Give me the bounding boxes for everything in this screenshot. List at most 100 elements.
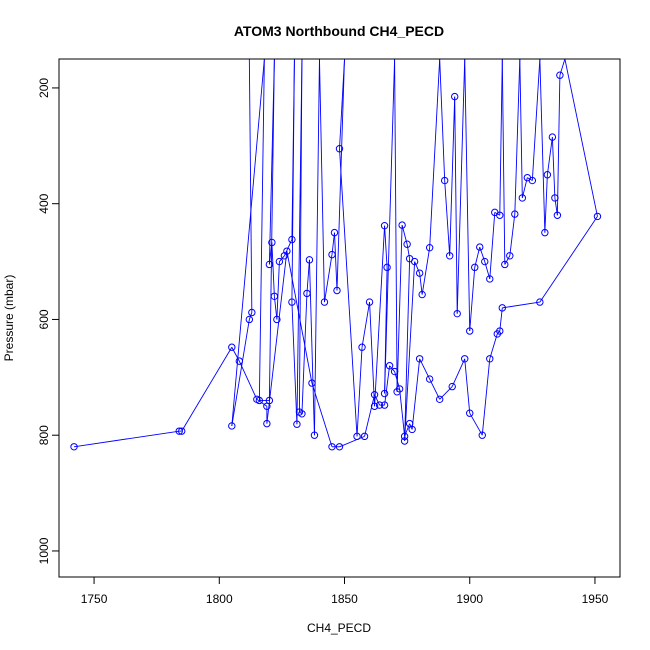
series-segment	[311, 382, 333, 447]
data-point	[403, 240, 411, 248]
data-point	[328, 250, 336, 259]
data-point	[283, 247, 291, 255]
data-point	[486, 355, 494, 363]
data-point	[268, 238, 276, 247]
series-segment	[444, 180, 451, 256]
data-point	[551, 194, 559, 202]
series-segment	[258, 59, 265, 401]
chart-title: ATOM3 Northbound CH4_PECD	[234, 23, 444, 39]
data-point	[415, 355, 424, 363]
series-segment	[396, 225, 403, 392]
data-point	[486, 275, 494, 283]
data-point	[298, 410, 306, 418]
data-point	[253, 395, 261, 404]
data-point	[265, 260, 274, 269]
series-segment	[301, 293, 308, 414]
data-point	[333, 286, 341, 295]
data-point	[506, 252, 514, 260]
series-segment	[509, 214, 516, 256]
series-segment	[248, 59, 253, 313]
y-tick-label: 400	[37, 193, 51, 213]
data-point	[245, 315, 254, 324]
series-segment	[231, 319, 250, 427]
series-segment	[499, 59, 503, 216]
series-segment	[374, 225, 386, 407]
data-point	[425, 375, 434, 383]
data-point	[395, 385, 404, 393]
series-segment	[384, 365, 391, 406]
series-segment	[276, 261, 280, 320]
series-segment	[339, 148, 358, 437]
series-segment	[464, 59, 471, 332]
series-segment	[286, 251, 313, 384]
data-point	[383, 263, 391, 272]
data-point	[400, 437, 409, 445]
series-segment	[268, 59, 275, 265]
data-point	[228, 422, 236, 430]
y-axis: 200 400 600 800 1000	[37, 78, 60, 564]
data-point	[263, 402, 271, 410]
series-segment	[421, 247, 431, 295]
data-point	[288, 298, 296, 306]
series-segment	[334, 232, 338, 291]
series-segment	[238, 360, 258, 400]
data-point	[70, 443, 78, 451]
y-axis-label: Pressure (mbar)	[2, 275, 16, 362]
data-point	[178, 427, 186, 435]
series-segment	[369, 302, 376, 407]
series-segment	[439, 59, 446, 181]
data-point	[365, 298, 374, 306]
series-segment	[501, 59, 506, 265]
series-segment	[556, 75, 561, 216]
series-segment	[73, 430, 180, 448]
data-point	[536, 298, 544, 306]
x-tick-label: 1800	[206, 592, 233, 606]
series-segment	[298, 59, 303, 413]
data-point	[390, 367, 399, 376]
series-segment	[479, 246, 486, 262]
series-segment	[551, 137, 556, 198]
series-segment	[439, 386, 453, 400]
series-segment	[291, 59, 295, 303]
data-point	[335, 443, 344, 451]
data-point	[498, 304, 506, 312]
data-point	[501, 260, 509, 269]
data-point	[481, 257, 489, 266]
series-segment	[519, 59, 523, 198]
data-point	[303, 289, 311, 298]
series-segment	[306, 259, 310, 294]
series-segment	[268, 59, 275, 401]
y-tick-label: 1000	[37, 537, 51, 564]
data-point	[466, 409, 474, 417]
series-segment	[469, 267, 476, 332]
series-segment	[546, 137, 553, 175]
data-point	[518, 194, 527, 202]
data-point	[380, 221, 389, 230]
series-segment	[489, 212, 496, 279]
series-segment	[273, 296, 278, 320]
series-segment	[429, 378, 441, 400]
data-point	[305, 256, 314, 264]
data-point	[353, 432, 361, 441]
data-point	[471, 263, 479, 272]
series-segment	[454, 96, 458, 314]
series-segment	[339, 435, 365, 448]
data-point	[328, 443, 336, 451]
series-segment	[339, 59, 345, 149]
data-point	[405, 419, 414, 428]
series-segment	[531, 59, 541, 181]
data-point	[398, 221, 406, 229]
data-point	[320, 298, 329, 306]
data-point	[435, 395, 444, 404]
series-segment	[384, 59, 396, 394]
series-segment	[314, 59, 320, 436]
series-segment	[361, 302, 370, 348]
data-point	[273, 315, 281, 324]
data-point	[380, 401, 389, 409]
series-segment	[449, 96, 456, 256]
data-point	[360, 432, 369, 441]
data-point	[451, 92, 459, 101]
series-segment	[451, 358, 466, 387]
x-axis: 1750 1800 1850 1900 1950	[81, 576, 609, 606]
data-point	[496, 211, 504, 219]
